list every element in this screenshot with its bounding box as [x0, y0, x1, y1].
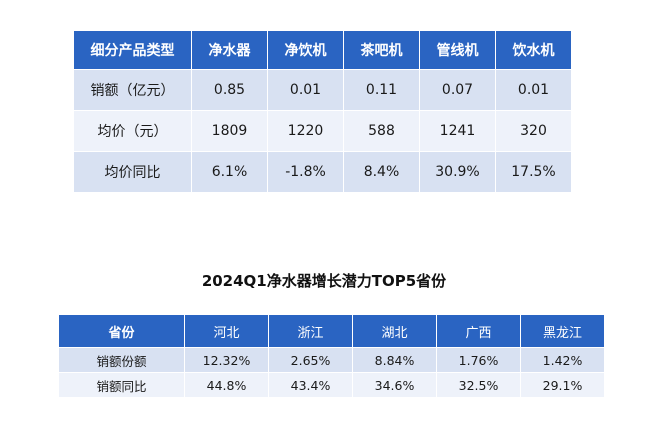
table-cell: 0.11 [343, 69, 420, 111]
table-cell: 1220 [267, 110, 344, 152]
table-cell: 32.5% [436, 372, 521, 398]
table-row: 销额同比 44.8% 43.4% 34.6% 32.5% 29.1% [58, 372, 605, 398]
table-cell: 0.01 [267, 69, 344, 111]
table-cell: 1809 [191, 110, 268, 152]
table-cell: 320 [495, 110, 572, 152]
table-header-row: 细分产品类型 净水器 净饮机 茶吧机 管线机 饮水机 [73, 30, 572, 70]
table-cell: 0.07 [419, 69, 496, 111]
table-cell: 44.8% [184, 372, 269, 398]
header-cell: 广西 [436, 314, 521, 348]
row-label: 销额份额 [58, 347, 185, 373]
row-label: 均价同比 [73, 151, 192, 193]
header-cell: 浙江 [268, 314, 353, 348]
table-cell: 588 [343, 110, 420, 152]
table-cell: 8.4% [343, 151, 420, 193]
table-cell: 0.85 [191, 69, 268, 111]
table-row: 销额份额 12.32% 2.65% 8.84% 1.76% 1.42% [58, 347, 605, 373]
row-label: 销额（亿元） [73, 69, 192, 111]
table-row: 均价同比 6.1% -1.8% 8.4% 30.9% 17.5% [73, 151, 572, 193]
table-cell: 2.65% [268, 347, 353, 373]
table-cell: 29.1% [520, 372, 605, 398]
header-cell: 净水器 [191, 30, 268, 70]
table-cell: 1.76% [436, 347, 521, 373]
header-cell: 黑龙江 [520, 314, 605, 348]
table-cell: 1241 [419, 110, 496, 152]
table-cell: 1.42% [520, 347, 605, 373]
table-cell: -1.8% [267, 151, 344, 193]
header-cell: 管线机 [419, 30, 496, 70]
province-table-title: 2024Q1净水器增长潜力TOP5省份 [201, 272, 447, 290]
table-cell: 6.1% [191, 151, 268, 193]
header-cell: 净饮机 [267, 30, 344, 70]
table-cell: 43.4% [268, 372, 353, 398]
table-row: 销额（亿元） 0.85 0.01 0.11 0.07 0.01 [73, 69, 572, 111]
product-type-table: 细分产品类型 净水器 净饮机 茶吧机 管线机 饮水机 销额（亿元） 0.85 0… [73, 30, 572, 193]
table-cell: 34.6% [352, 372, 437, 398]
table-cell: 17.5% [495, 151, 572, 193]
header-cell: 湖北 [352, 314, 437, 348]
row-label: 均价（元） [73, 110, 192, 152]
table-header-row: 省份 河北 浙江 湖北 广西 黑龙江 [58, 314, 605, 348]
header-cell: 细分产品类型 [73, 30, 192, 70]
header-cell: 省份 [58, 314, 185, 348]
table-cell: 12.32% [184, 347, 269, 373]
table-row: 均价（元） 1809 1220 588 1241 320 [73, 110, 572, 152]
header-cell: 饮水机 [495, 30, 572, 70]
table-cell: 0.01 [495, 69, 572, 111]
province-table: 省份 河北 浙江 湖北 广西 黑龙江 销额份额 12.32% 2.65% 8.8… [58, 314, 605, 398]
header-cell: 茶吧机 [343, 30, 420, 70]
table-cell: 30.9% [419, 151, 496, 193]
row-label: 销额同比 [58, 372, 185, 398]
table-cell: 8.84% [352, 347, 437, 373]
header-cell: 河北 [184, 314, 269, 348]
